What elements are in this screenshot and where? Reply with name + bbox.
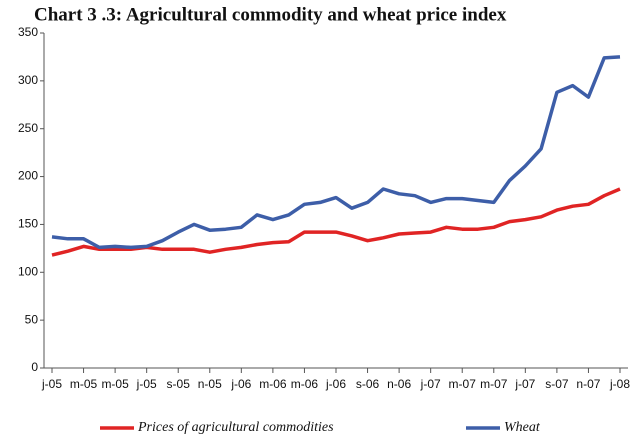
y-tick-label: 150 <box>18 217 38 231</box>
x-tick-label: m-05 <box>101 377 129 391</box>
x-tick-label: m-05 <box>70 377 98 391</box>
y-tick-label: 350 <box>18 25 38 39</box>
x-tick-label: n-06 <box>387 377 411 391</box>
x-tick-label: j-05 <box>41 377 62 391</box>
x-tick-label: j-07 <box>514 377 535 391</box>
y-tick-label: 0 <box>31 360 38 374</box>
x-tick-label: m-07 <box>480 377 508 391</box>
y-tick-label: 200 <box>18 169 38 183</box>
x-tick-label: j-06 <box>325 377 346 391</box>
x-tick-label: j-07 <box>420 377 441 391</box>
x-tick-label: m-06 <box>259 377 287 391</box>
x-tick-label: n-07 <box>576 377 600 391</box>
x-tick-label: n-05 <box>198 377 222 391</box>
legend-label: Wheat <box>504 420 541 434</box>
x-tick-label: s-06 <box>356 377 380 391</box>
x-tick-label: j-06 <box>230 377 251 391</box>
y-tick-label: 50 <box>25 312 39 326</box>
x-tick-label: j-08 <box>609 377 630 391</box>
series-line <box>51 55 621 250</box>
chart-title: Chart 3 .3: Agricultural commodity and w… <box>34 4 507 25</box>
y-tick-label: 100 <box>18 264 38 278</box>
y-tick-label: 250 <box>18 121 38 135</box>
x-tick-label: j-05 <box>136 377 157 391</box>
x-tick-label: s-07 <box>545 377 569 391</box>
x-tick-label: m-07 <box>449 377 477 391</box>
x-tick-label: s-05 <box>167 377 191 391</box>
x-tick-label: m-06 <box>291 377 319 391</box>
legend-label: Prices of agricultural commodities <box>137 420 334 434</box>
y-tick-label: 300 <box>18 73 38 87</box>
